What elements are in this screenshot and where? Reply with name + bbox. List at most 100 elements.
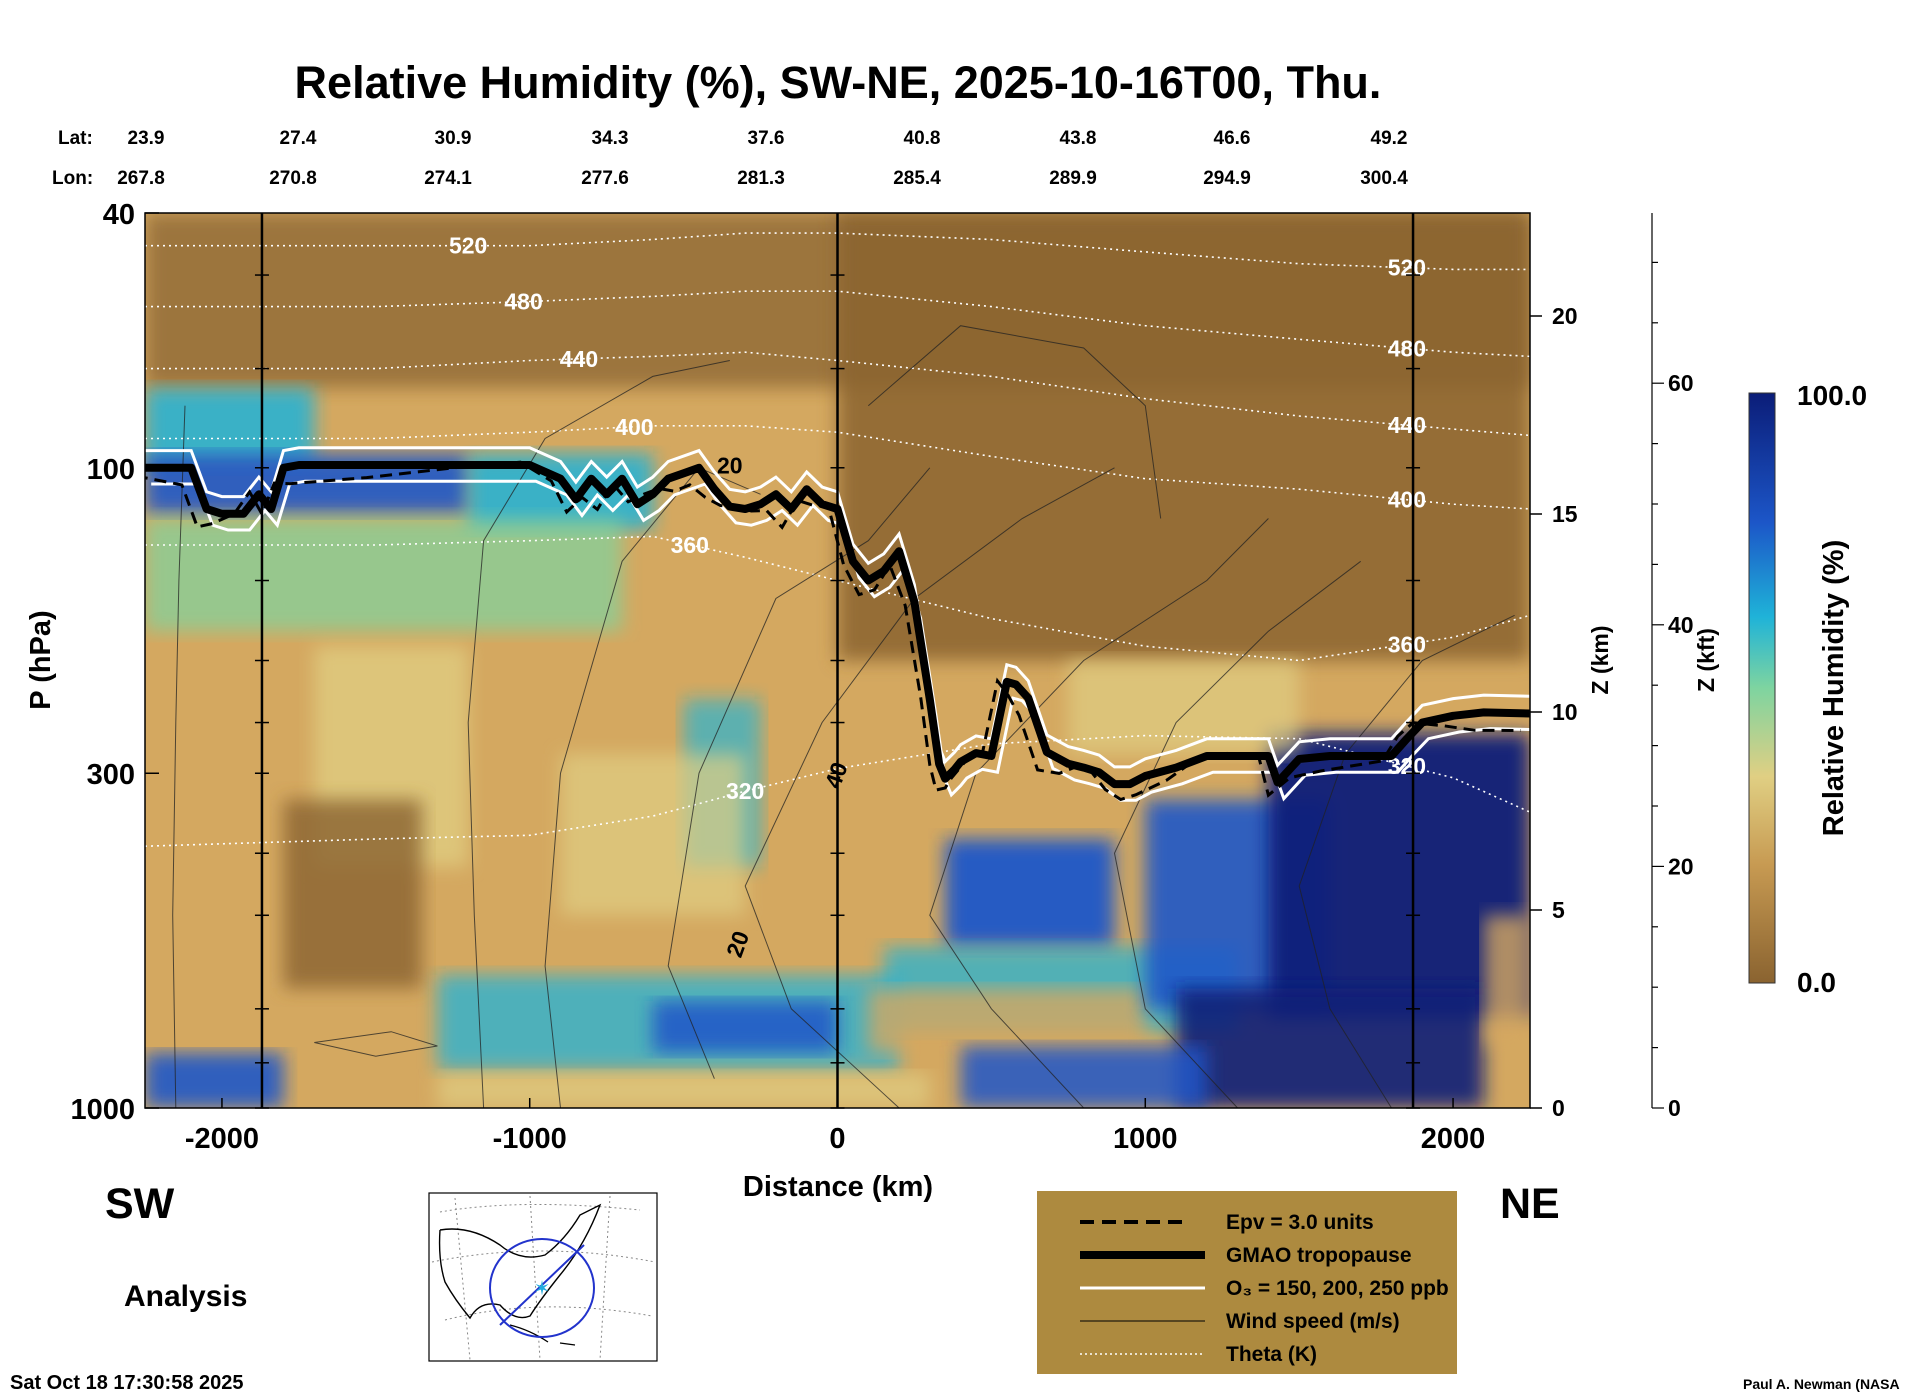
lat-label: Lat: — [58, 128, 93, 149]
z-km-tick-label-4: 20 — [1552, 303, 1578, 329]
lon-value-8: 300.4 — [1360, 168, 1408, 189]
theta-label-360-0: 360 — [671, 532, 709, 558]
z-km-axis-label: Z (km) — [1587, 626, 1613, 695]
theta-label-440-0: 440 — [560, 346, 598, 372]
lat-value-6: 43.8 — [1060, 128, 1097, 149]
tropopause-lines — [145, 446, 1530, 802]
legend-tropopause: GMAO tropopause — [1226, 1244, 1412, 1267]
z-km-axis: 0 5 10 15 20 — [1530, 303, 1578, 1121]
z-km-tick-label-3: 15 — [1552, 501, 1578, 527]
theta-label-480-1: 480 — [1388, 335, 1426, 361]
z-kft-tick-label-3: 60 — [1668, 370, 1694, 396]
ozone-150-line — [145, 446, 1530, 769]
rh-region-21 — [1483, 915, 1530, 1046]
colorbar-title: Relative Humidity (%) — [1818, 540, 1850, 837]
lat-lon-rows: 23.9 27.4 30.9 34.3 37.6 40.8 43.8 46.6 49.2 267.… — [117, 128, 1408, 189]
legend-theta: Theta (K) — [1226, 1343, 1317, 1366]
p-tick-label-2: 100 — [87, 454, 135, 486]
wind-label-0: 20 — [717, 452, 743, 478]
lat-value-0: 23.9 — [128, 128, 165, 149]
chart-title: Relative Humidity (%), SW-NE, 2025-10-16… — [295, 57, 1382, 108]
rh-region-5 — [145, 518, 623, 632]
lat-value-1: 27.4 — [280, 128, 317, 149]
lon-value-6: 289.9 — [1049, 168, 1097, 189]
pressure-axis: 1000 300 100 40 — [70, 199, 159, 1126]
rh-region-13 — [945, 838, 1115, 947]
colorbar — [1748, 392, 1776, 984]
z-kft-tick-label-1: 20 — [1668, 853, 1694, 879]
lon-value-0: 267.8 — [117, 168, 165, 189]
p-tick-label-1: 300 — [87, 759, 135, 791]
lon-value-4: 281.3 — [737, 168, 785, 189]
theta-line-520 — [145, 232, 1530, 271]
wind-contour-0 — [172, 405, 186, 1108]
wind-contour-2 — [544, 467, 761, 1108]
lat-value-2: 30.9 — [435, 128, 472, 149]
theta-label-440-1: 440 — [1388, 412, 1426, 438]
x-axis-label: Distance (km) — [743, 1171, 933, 1203]
footer-timestamp: Sat Oct 18 17:30:58 2025 — [10, 1372, 244, 1394]
lon-value-2: 274.1 — [424, 168, 472, 189]
lon-value-3: 277.6 — [581, 168, 629, 189]
z-km-tick-label-2: 10 — [1552, 699, 1578, 725]
lat-value-8: 49.2 — [1371, 128, 1408, 149]
reference-lines — [254, 213, 1421, 1109]
analysis-label: Analysis — [124, 1280, 247, 1313]
theta-label-520-0: 520 — [449, 233, 487, 259]
rh-region-19 — [960, 1045, 1207, 1108]
rh-region-12 — [652, 1000, 838, 1053]
p-tick-label-0: 1000 — [70, 1094, 135, 1126]
wind-contour-4 — [744, 467, 1115, 1108]
theta-label-480-0: 480 — [504, 289, 542, 315]
lat-value-7: 46.6 — [1214, 128, 1251, 149]
x-tick-label-0: -2000 — [185, 1123, 259, 1155]
rh-region-18 — [1176, 988, 1484, 1108]
p-tick-label-3: 40 — [103, 199, 135, 231]
lon-label: Lon: — [52, 168, 93, 189]
legend-box: Epv = 3.0 units GMAO tropopause O₃ = 150… — [1037, 1191, 1457, 1374]
direction-ne: NE — [1500, 1180, 1560, 1228]
lat-value-4: 37.6 — [748, 128, 785, 149]
z-kft-tick-label-2: 40 — [1668, 612, 1694, 638]
rh-region-7 — [283, 799, 422, 989]
z-km-tick-label-0: 0 — [1552, 1095, 1565, 1121]
lon-value-7: 294.9 — [1203, 168, 1251, 189]
z-kft-axis: 0 20 40 60 — [1651, 213, 1694, 1121]
lat-value-5: 40.8 — [904, 128, 941, 149]
x-tick-label-4: 2000 — [1421, 1123, 1486, 1155]
z-km-tick-label-1: 5 — [1552, 897, 1565, 923]
theta-label-520-1: 520 — [1388, 255, 1426, 281]
legend-epv: Epv = 3.0 units — [1226, 1211, 1374, 1234]
wind-contour-3 — [667, 467, 931, 1079]
theta-label-400-0: 400 — [615, 414, 653, 440]
rh-region-1 — [837, 213, 1530, 661]
x-tick-label-2: 0 — [829, 1123, 845, 1155]
rh-region-10 — [145, 1052, 284, 1108]
z-kft-axis-label: Z (kft) — [1693, 628, 1719, 692]
colorbar-min-label: 0.0 — [1797, 967, 1836, 998]
lat-value-3: 34.3 — [592, 128, 629, 149]
theta-label-400-1: 400 — [1388, 487, 1426, 513]
theta-label-360-1: 360 — [1388, 631, 1426, 657]
x-tick-label-1: -1000 — [493, 1123, 567, 1155]
wind-contour-1 — [467, 360, 730, 1108]
rh-region-9 — [560, 754, 746, 916]
z-kft-tick-label-0: 0 — [1668, 1095, 1681, 1121]
rh-region-20 — [437, 1072, 930, 1108]
wind-contour-9 — [314, 1031, 438, 1057]
locator-map: ✶ — [428, 1192, 658, 1362]
wind-contour-6 — [1113, 560, 1362, 1108]
wind-contour-8 — [867, 325, 1162, 519]
legend-wind: Wind speed (m/s) — [1226, 1310, 1400, 1333]
gmao-tropopause-line — [145, 461, 1530, 789]
footer-credit: Paul A. Newman (NASA — [1743, 1376, 1900, 1392]
theta-label-320-0: 320 — [726, 778, 764, 804]
direction-sw: SW — [105, 1180, 175, 1228]
lon-value-5: 285.4 — [893, 168, 941, 189]
y-axis-label: P (hPa) — [25, 610, 57, 709]
wind-contour-7 — [1298, 614, 1515, 1108]
rh-region-15 — [868, 988, 1146, 1053]
lon-value-1: 270.8 — [269, 168, 317, 189]
